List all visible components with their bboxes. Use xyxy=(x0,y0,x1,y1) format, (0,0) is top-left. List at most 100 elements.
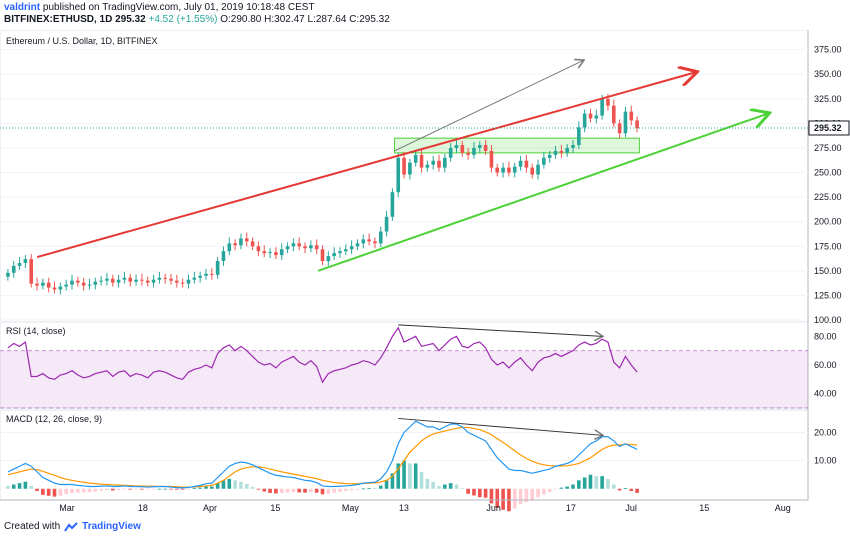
candle-body xyxy=(507,167,511,173)
candle-body xyxy=(547,154,552,158)
macd-histogram-bar xyxy=(105,488,109,491)
tradingview-brand[interactable]: TradingView xyxy=(82,521,141,532)
macd-histogram-bar xyxy=(93,488,98,492)
macd-histogram-bar xyxy=(221,480,226,489)
candle-body xyxy=(169,278,173,281)
candle-body xyxy=(279,249,284,256)
macd-histogram-bar xyxy=(163,488,168,490)
candle-body xyxy=(58,286,63,290)
macd-histogram-bar xyxy=(175,488,179,490)
macd-histogram-bar xyxy=(553,488,558,490)
macd-histogram-bar xyxy=(169,488,173,490)
candle-body xyxy=(512,166,517,173)
macd-histogram-bar xyxy=(495,488,500,508)
candle-body xyxy=(466,152,470,155)
candle-body xyxy=(611,105,616,124)
macd-histogram-bar xyxy=(227,478,232,489)
price-tick-label: 150.00 xyxy=(814,266,842,276)
macd-histogram-bar xyxy=(594,476,599,489)
macd-histogram-bar xyxy=(87,488,92,493)
candle-body xyxy=(23,259,28,263)
header-line-2: BITFINEX:ETHUSD, 1D 295.32 +4.52 (+1.55%… xyxy=(4,14,390,26)
price-tick-label: 125.00 xyxy=(814,290,842,300)
candle-body xyxy=(402,157,406,175)
macd-histogram-bar xyxy=(17,483,22,489)
price-change: +4.52 (+1.55%) xyxy=(148,14,218,25)
candle-body xyxy=(76,280,80,283)
candle-body xyxy=(355,243,360,247)
macd-histogram-bar xyxy=(565,486,569,489)
chart-canvas[interactable]: 375.00350.00325.00300.00275.00250.00225.… xyxy=(0,30,850,518)
macd-histogram-bar xyxy=(629,488,634,491)
macd-histogram-bar xyxy=(419,471,424,489)
candle-body xyxy=(460,145,465,153)
rsi-divergence-line xyxy=(398,324,602,336)
macd-histogram-bar xyxy=(518,488,523,505)
macd-histogram-bar xyxy=(489,488,494,504)
created-with-text: Created with xyxy=(4,521,61,532)
candle-body xyxy=(530,167,535,175)
macd-histogram-bar xyxy=(81,488,86,493)
candle-body xyxy=(81,282,86,286)
measured-move-arrow xyxy=(394,60,583,152)
last-price-tag-label: 295.32 xyxy=(814,123,842,133)
candle-body xyxy=(437,160,441,168)
macd-histogram-bar xyxy=(501,488,505,510)
macd-histogram-bar xyxy=(134,488,138,490)
macd-histogram-bar xyxy=(145,488,150,490)
candle-body xyxy=(70,280,74,285)
macd-pane-title: MACD (12, 26, close, 9) xyxy=(6,414,102,424)
candle-body xyxy=(35,283,39,286)
macd-histogram-bar xyxy=(262,488,267,492)
rsi-band xyxy=(0,350,808,408)
macd-histogram-bar xyxy=(268,488,272,493)
candle-body xyxy=(309,245,313,249)
candle-body xyxy=(198,275,202,278)
macd-histogram-bar xyxy=(122,488,127,490)
candle-body xyxy=(326,256,331,262)
candle-body xyxy=(623,111,628,134)
macd-histogram-bar xyxy=(338,488,342,492)
pane-frame-1 xyxy=(0,321,809,409)
candle-body xyxy=(64,284,68,287)
macd-histogram-bar xyxy=(408,463,412,489)
candle-body xyxy=(396,157,401,193)
time-tick-label: Apr xyxy=(203,503,217,513)
time-tick-label: Jul xyxy=(625,503,637,513)
candle-body xyxy=(477,145,482,148)
macd-histogram-bar xyxy=(192,488,197,489)
candle-body xyxy=(413,154,418,163)
macd-histogram-bar xyxy=(530,488,535,501)
macd-histogram-bar xyxy=(547,488,552,493)
candle-body xyxy=(105,278,109,281)
macd-histogram-bar xyxy=(29,485,34,489)
candle-body xyxy=(495,167,500,173)
candle-body xyxy=(262,251,267,254)
candle-body xyxy=(180,282,185,284)
candle-body xyxy=(93,281,98,285)
macd-histogram-bar xyxy=(239,481,243,489)
candle-body xyxy=(46,282,51,288)
macd-histogram-bar xyxy=(157,488,162,490)
candle-body xyxy=(145,280,150,283)
author-link[interactable]: valdrint xyxy=(4,2,41,13)
macd-histogram-bar xyxy=(384,480,389,489)
macd-histogram-bar xyxy=(460,488,465,489)
macd-divergence-line xyxy=(398,417,602,435)
candle-body xyxy=(239,238,243,246)
candle-body xyxy=(87,284,92,286)
macd-histogram-bar xyxy=(611,484,616,489)
time-tick-label: Mar xyxy=(59,503,75,513)
macd-histogram-bar xyxy=(577,480,581,489)
candle-body xyxy=(215,261,220,275)
candle-body xyxy=(501,167,505,173)
macd-histogram-bar xyxy=(46,488,51,496)
candle-body xyxy=(419,154,424,168)
candle-body xyxy=(314,245,319,250)
candle-body xyxy=(344,249,348,252)
macd-histogram-bar xyxy=(244,483,249,489)
macd-histogram-bar xyxy=(635,488,639,493)
macd-histogram-bar xyxy=(41,488,45,495)
rsi-tick-label: 60.00 xyxy=(814,360,837,370)
candle-body xyxy=(250,241,255,247)
